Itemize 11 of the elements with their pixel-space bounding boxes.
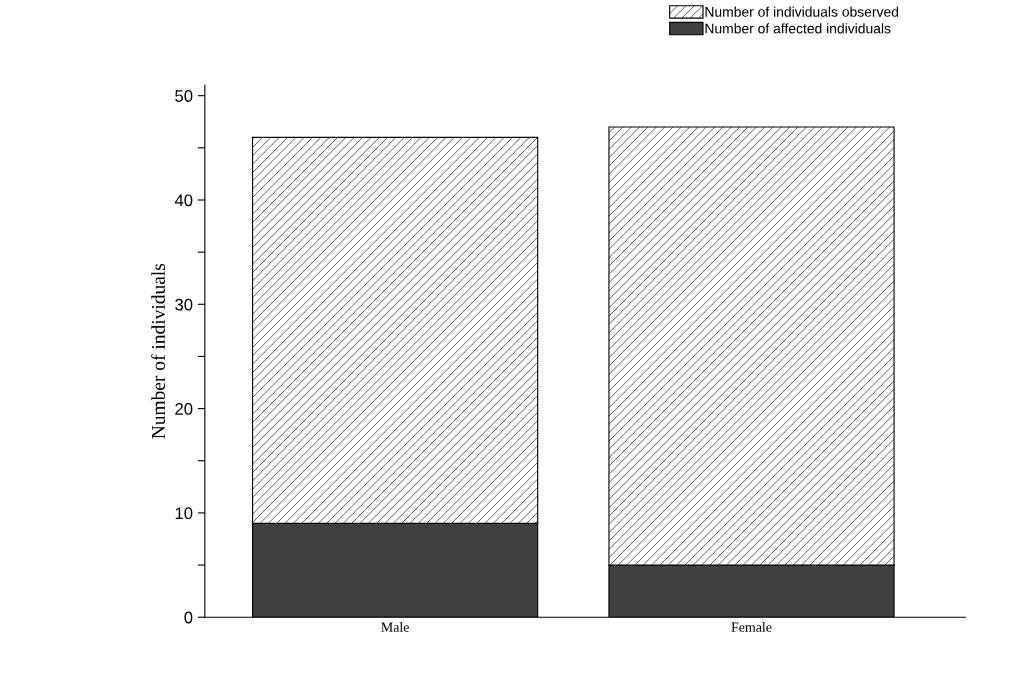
y-tick-label: 10 [175, 507, 193, 520]
x-tick-label: Male [381, 622, 409, 632]
x-tick-label: Female [731, 622, 772, 632]
legend-label: Number of affected individuals [705, 23, 891, 34]
y-axis-title: Number of individuals [151, 263, 165, 439]
y-tick-label: 0 [184, 611, 193, 624]
legend-label: Number of individuals observed [705, 6, 899, 17]
y-tick-label: 50 [175, 90, 193, 102]
y-tick-label: 30 [175, 298, 193, 311]
y-tick-label: 20 [175, 403, 193, 415]
y-tick-label: 40 [174, 194, 193, 207]
